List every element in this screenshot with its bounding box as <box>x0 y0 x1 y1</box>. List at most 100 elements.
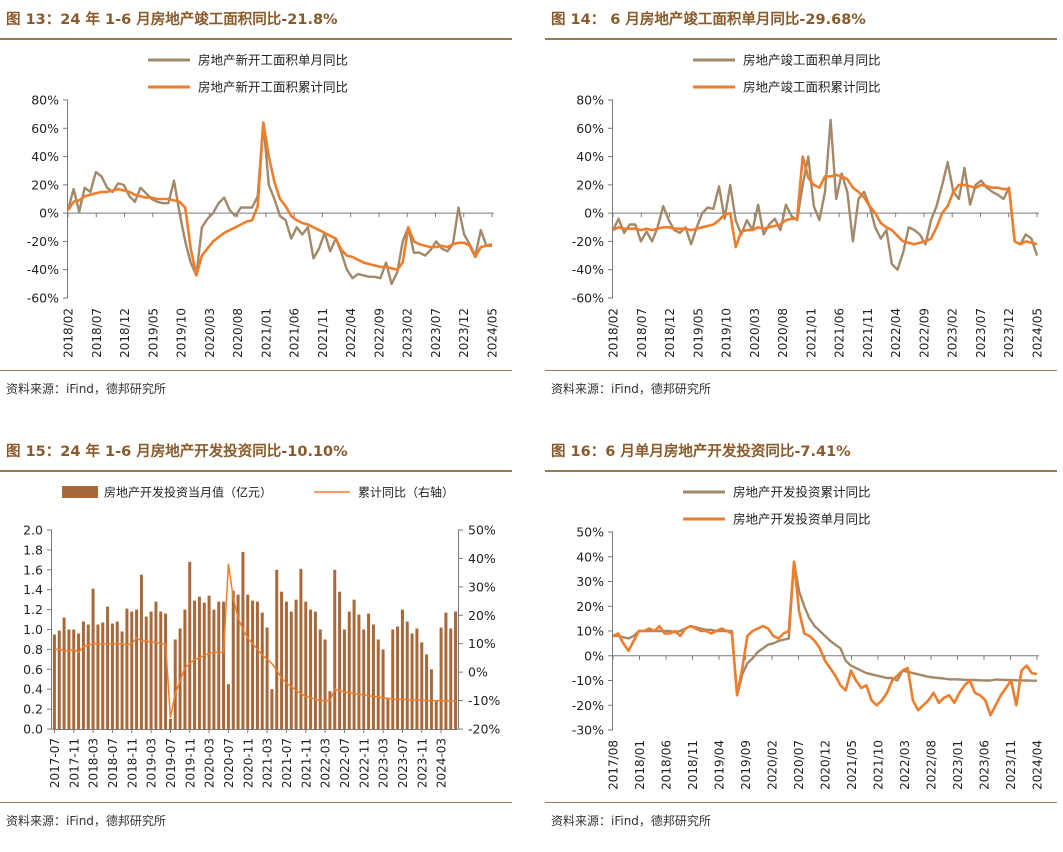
bar <box>338 591 342 729</box>
bar <box>270 689 274 729</box>
title-divider <box>0 38 512 40</box>
x-tick-label: 2021/11 <box>861 308 875 358</box>
bar <box>347 611 351 729</box>
series-line <box>66 121 493 286</box>
bar <box>367 613 371 729</box>
y-tick-label: 80% <box>31 93 59 108</box>
y-tick-label: 0.8 <box>23 642 43 657</box>
x-tick-label: 2018/07 <box>635 308 649 358</box>
legend-label: 房地产开发投资单月同比 <box>733 512 871 527</box>
x-tick-label: 2019-07 <box>164 738 178 788</box>
x-tick-label: 2024/05 <box>486 308 500 358</box>
x-tick-label: 2023-11 <box>415 738 429 788</box>
bar <box>57 630 61 729</box>
bar <box>226 684 230 729</box>
bar <box>120 631 124 729</box>
title-divider <box>545 38 1057 40</box>
y-tick-label: 1.6 <box>23 562 43 577</box>
y2-tick-label: -20% <box>468 722 500 737</box>
bar <box>333 569 337 729</box>
x-tick-label: 2017-11 <box>67 738 81 788</box>
x-tick-label: 2019/10 <box>720 308 734 358</box>
x-tick-label: 2018/02 <box>607 308 621 358</box>
x-tick-label: 2018-07 <box>106 738 120 788</box>
bar <box>154 601 158 729</box>
bar <box>144 616 148 729</box>
y-tick-label: -20% <box>572 698 604 713</box>
x-tick-label: 2020/08 <box>231 308 245 358</box>
y-tick-label: 0% <box>584 648 604 663</box>
panel-title: 图 16：6 月单月房地产开发投资同比-7.41% <box>551 444 851 460</box>
y-tick-label: 20% <box>576 599 604 614</box>
y-tick-label: 0.0 <box>23 722 43 737</box>
y2-tick-label: 30% <box>468 579 496 594</box>
bar <box>391 629 395 729</box>
x-tick-label: 2020/08 <box>776 308 790 358</box>
bar <box>381 649 385 729</box>
y-tick-label: 0.6 <box>23 662 43 677</box>
bar <box>294 599 298 729</box>
source-note: 资料来源：iFind，德邦研究所 <box>551 814 711 828</box>
bar <box>342 629 346 729</box>
x-tick-label: 2019/04 <box>713 740 727 790</box>
x-tick-label: 2023-07 <box>396 738 410 788</box>
bar <box>265 627 269 729</box>
bar <box>376 639 380 729</box>
chart-panel-1: 图 13：24 年 1-6 月房地产竣工面积同比-21.8% 房地产新开工面积单… <box>0 0 512 420</box>
x-tick-label: 2021/01 <box>804 308 818 358</box>
y-tick-label: 60% <box>31 121 59 136</box>
bar <box>405 621 409 729</box>
x-tick-label: 2020-07 <box>222 738 236 788</box>
bar <box>251 600 255 729</box>
y-tick-label: -60% <box>27 291 59 306</box>
series-line <box>66 121 492 277</box>
bar <box>72 629 76 729</box>
y2-tick-label: 20% <box>468 608 496 623</box>
y-tick-label: -30% <box>572 723 604 738</box>
x-tick-label: 2023/01 <box>951 740 965 790</box>
bar <box>429 669 433 729</box>
y2-tick-label: -10% <box>468 693 500 708</box>
y-tick-label: 80% <box>576 93 604 108</box>
x-tick-label: 2022-03 <box>319 738 333 788</box>
bar <box>217 601 221 729</box>
x-tick-label: 2023/06 <box>978 740 992 790</box>
y-tick-label: 0% <box>584 206 604 221</box>
bar <box>439 627 443 729</box>
bar <box>115 621 119 729</box>
y-tick-label: 2.0 <box>23 523 43 538</box>
bar <box>386 699 390 729</box>
bar <box>130 611 134 729</box>
x-tick-label: 2020/02 <box>766 740 780 790</box>
x-tick-label: 2023/12 <box>457 308 471 358</box>
source-note: 资料来源：iFind，德邦研究所 <box>551 382 711 396</box>
bar <box>67 629 71 729</box>
chart-svg: 房地产开发投资当月值（亿元） 累计同比（右轴） 2.0 1.8 1.6 1.4 1.2 1.0… <box>23 485 500 789</box>
bar <box>313 611 317 729</box>
chart-panel-4: 图 16：6 月单月房地产开发投资同比-7.41% 房地产开发投资累计同比 房地产… <box>545 432 1057 852</box>
bar <box>81 621 85 729</box>
x-tick-label: 2022-07 <box>338 738 352 788</box>
y-tick-label: 1.4 <box>23 582 43 597</box>
bar <box>197 596 201 729</box>
bar <box>91 588 95 729</box>
legend-label: 累计同比（右轴） <box>358 485 454 500</box>
bar <box>212 609 216 729</box>
bar <box>357 614 361 729</box>
panel-title: 图 13：24 年 1-6 月房地产竣工面积同比-21.8% <box>6 12 338 28</box>
source-note: 资料来源：iFind，德邦研究所 <box>6 814 166 828</box>
y-tick-label: 60% <box>576 121 604 136</box>
bar <box>425 654 429 730</box>
y-tick-label: -60% <box>572 291 604 306</box>
bar <box>139 574 143 729</box>
bar <box>106 606 110 729</box>
x-tick-label: 2019/09 <box>739 740 753 790</box>
x-tick-label: 2021/11 <box>316 308 330 358</box>
x-tick-label: 2021/01 <box>259 308 273 358</box>
bar <box>371 624 375 729</box>
bar <box>101 622 105 729</box>
bar <box>188 561 192 729</box>
